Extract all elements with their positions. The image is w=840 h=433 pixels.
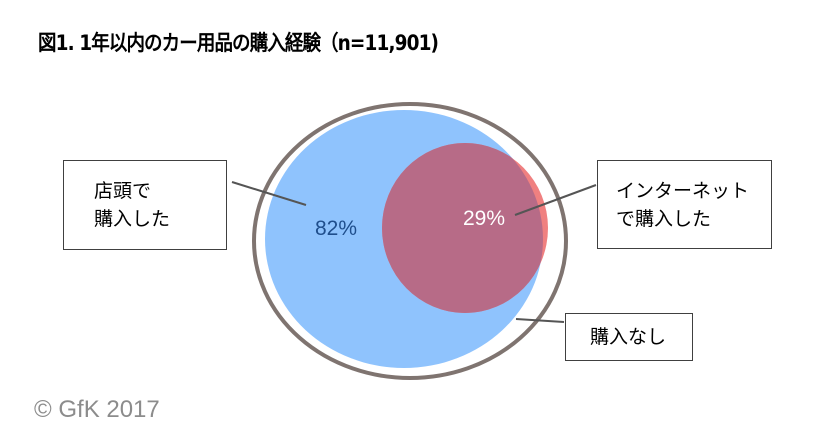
legend-none: 購入なし (565, 313, 693, 361)
legend-internet-line2: で購入した (616, 207, 712, 230)
chart-title: 図1. 1年以内のカー用品の購入経験（n=11,901) (38, 31, 439, 55)
copyright: © GfK 2017 (34, 396, 160, 423)
legend-internet-line1: インターネット (616, 179, 750, 202)
legend-store-line1: 店頭で (94, 180, 152, 202)
overlap-region (382, 143, 543, 313)
leader-line-none (515, 318, 565, 323)
internet-value-label: 29% (463, 207, 505, 230)
store-value-label: 82% (315, 217, 357, 240)
legend-none-line1: 購入なし (590, 326, 667, 348)
legend-store-line2: 購入した (94, 208, 171, 230)
legend-internet: インターネット で購入した (597, 160, 772, 249)
leader-line-internet (514, 184, 597, 216)
legend-store: 店頭で 購入した (63, 160, 227, 250)
leader-line-store (231, 181, 307, 206)
